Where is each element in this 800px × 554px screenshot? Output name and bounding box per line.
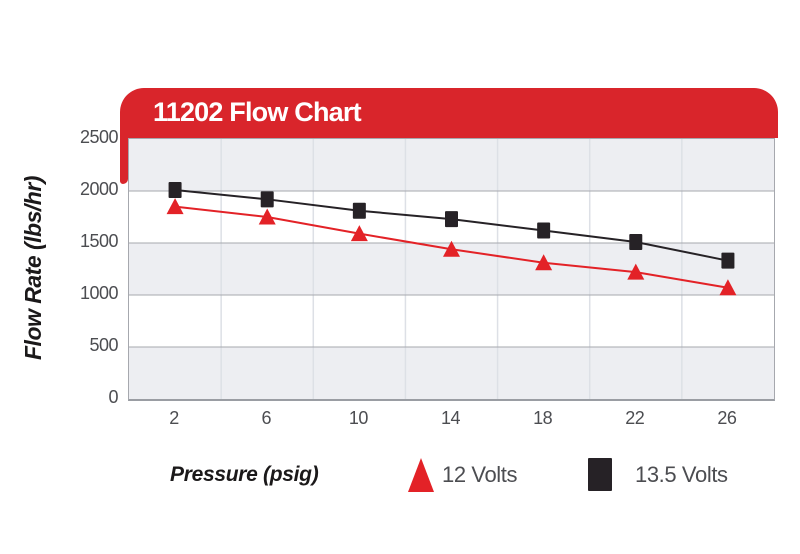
chart-title: 11202 Flow Chart (153, 97, 362, 127)
marker-square (168, 181, 182, 198)
y-tick-label: 0 (108, 387, 118, 407)
y-tick-label: 1000 (79, 283, 119, 303)
marker-square (445, 211, 458, 228)
marker-square (537, 222, 551, 239)
legend-square-marker-icon (588, 458, 612, 491)
x-tick-label: 2 (169, 408, 179, 428)
marker-triangle (627, 263, 645, 280)
x-tick-label: 18 (533, 408, 553, 428)
marker-triangle (258, 208, 276, 225)
y-tick-label: 1500 (79, 231, 119, 251)
marker-triangle (443, 240, 460, 257)
marker-triangle (350, 225, 368, 242)
plot-svg (129, 139, 774, 399)
y-tick-label: 2000 (79, 179, 119, 199)
x-tick-label: 14 (440, 408, 461, 428)
marker-square (352, 202, 366, 219)
x-tick-label: 6 (261, 408, 271, 428)
marker-square (721, 252, 735, 269)
marker-triangle (166, 198, 184, 215)
y-tick-label: 2500 (79, 127, 119, 147)
plot-area (128, 138, 775, 401)
chart-title-banner: 11202 Flow Chart (120, 88, 778, 138)
plot-band (129, 295, 774, 347)
plot-band (129, 139, 774, 191)
x-tick-label: 26 (717, 408, 737, 428)
marker-square (260, 191, 274, 208)
legend-label-12-volts: 12 Volts (442, 462, 518, 487)
banner-left-curl (120, 137, 128, 184)
y-tick-label: 500 (89, 335, 118, 355)
marker-triangle (535, 254, 553, 271)
legend-label-13-5-volts: 13.5 Volts (635, 462, 728, 487)
x-tick-label: 10 (348, 408, 369, 428)
y-axis-title: Flow Rate (lbs/hr) (20, 176, 46, 360)
legend-triangle-marker-icon (408, 458, 434, 492)
marker-triangle (719, 279, 737, 296)
x-tick-label: 22 (625, 408, 645, 428)
plot-band (129, 347, 774, 399)
x-axis-title: Pressure (psig) (170, 463, 319, 486)
marker-square (629, 233, 643, 250)
